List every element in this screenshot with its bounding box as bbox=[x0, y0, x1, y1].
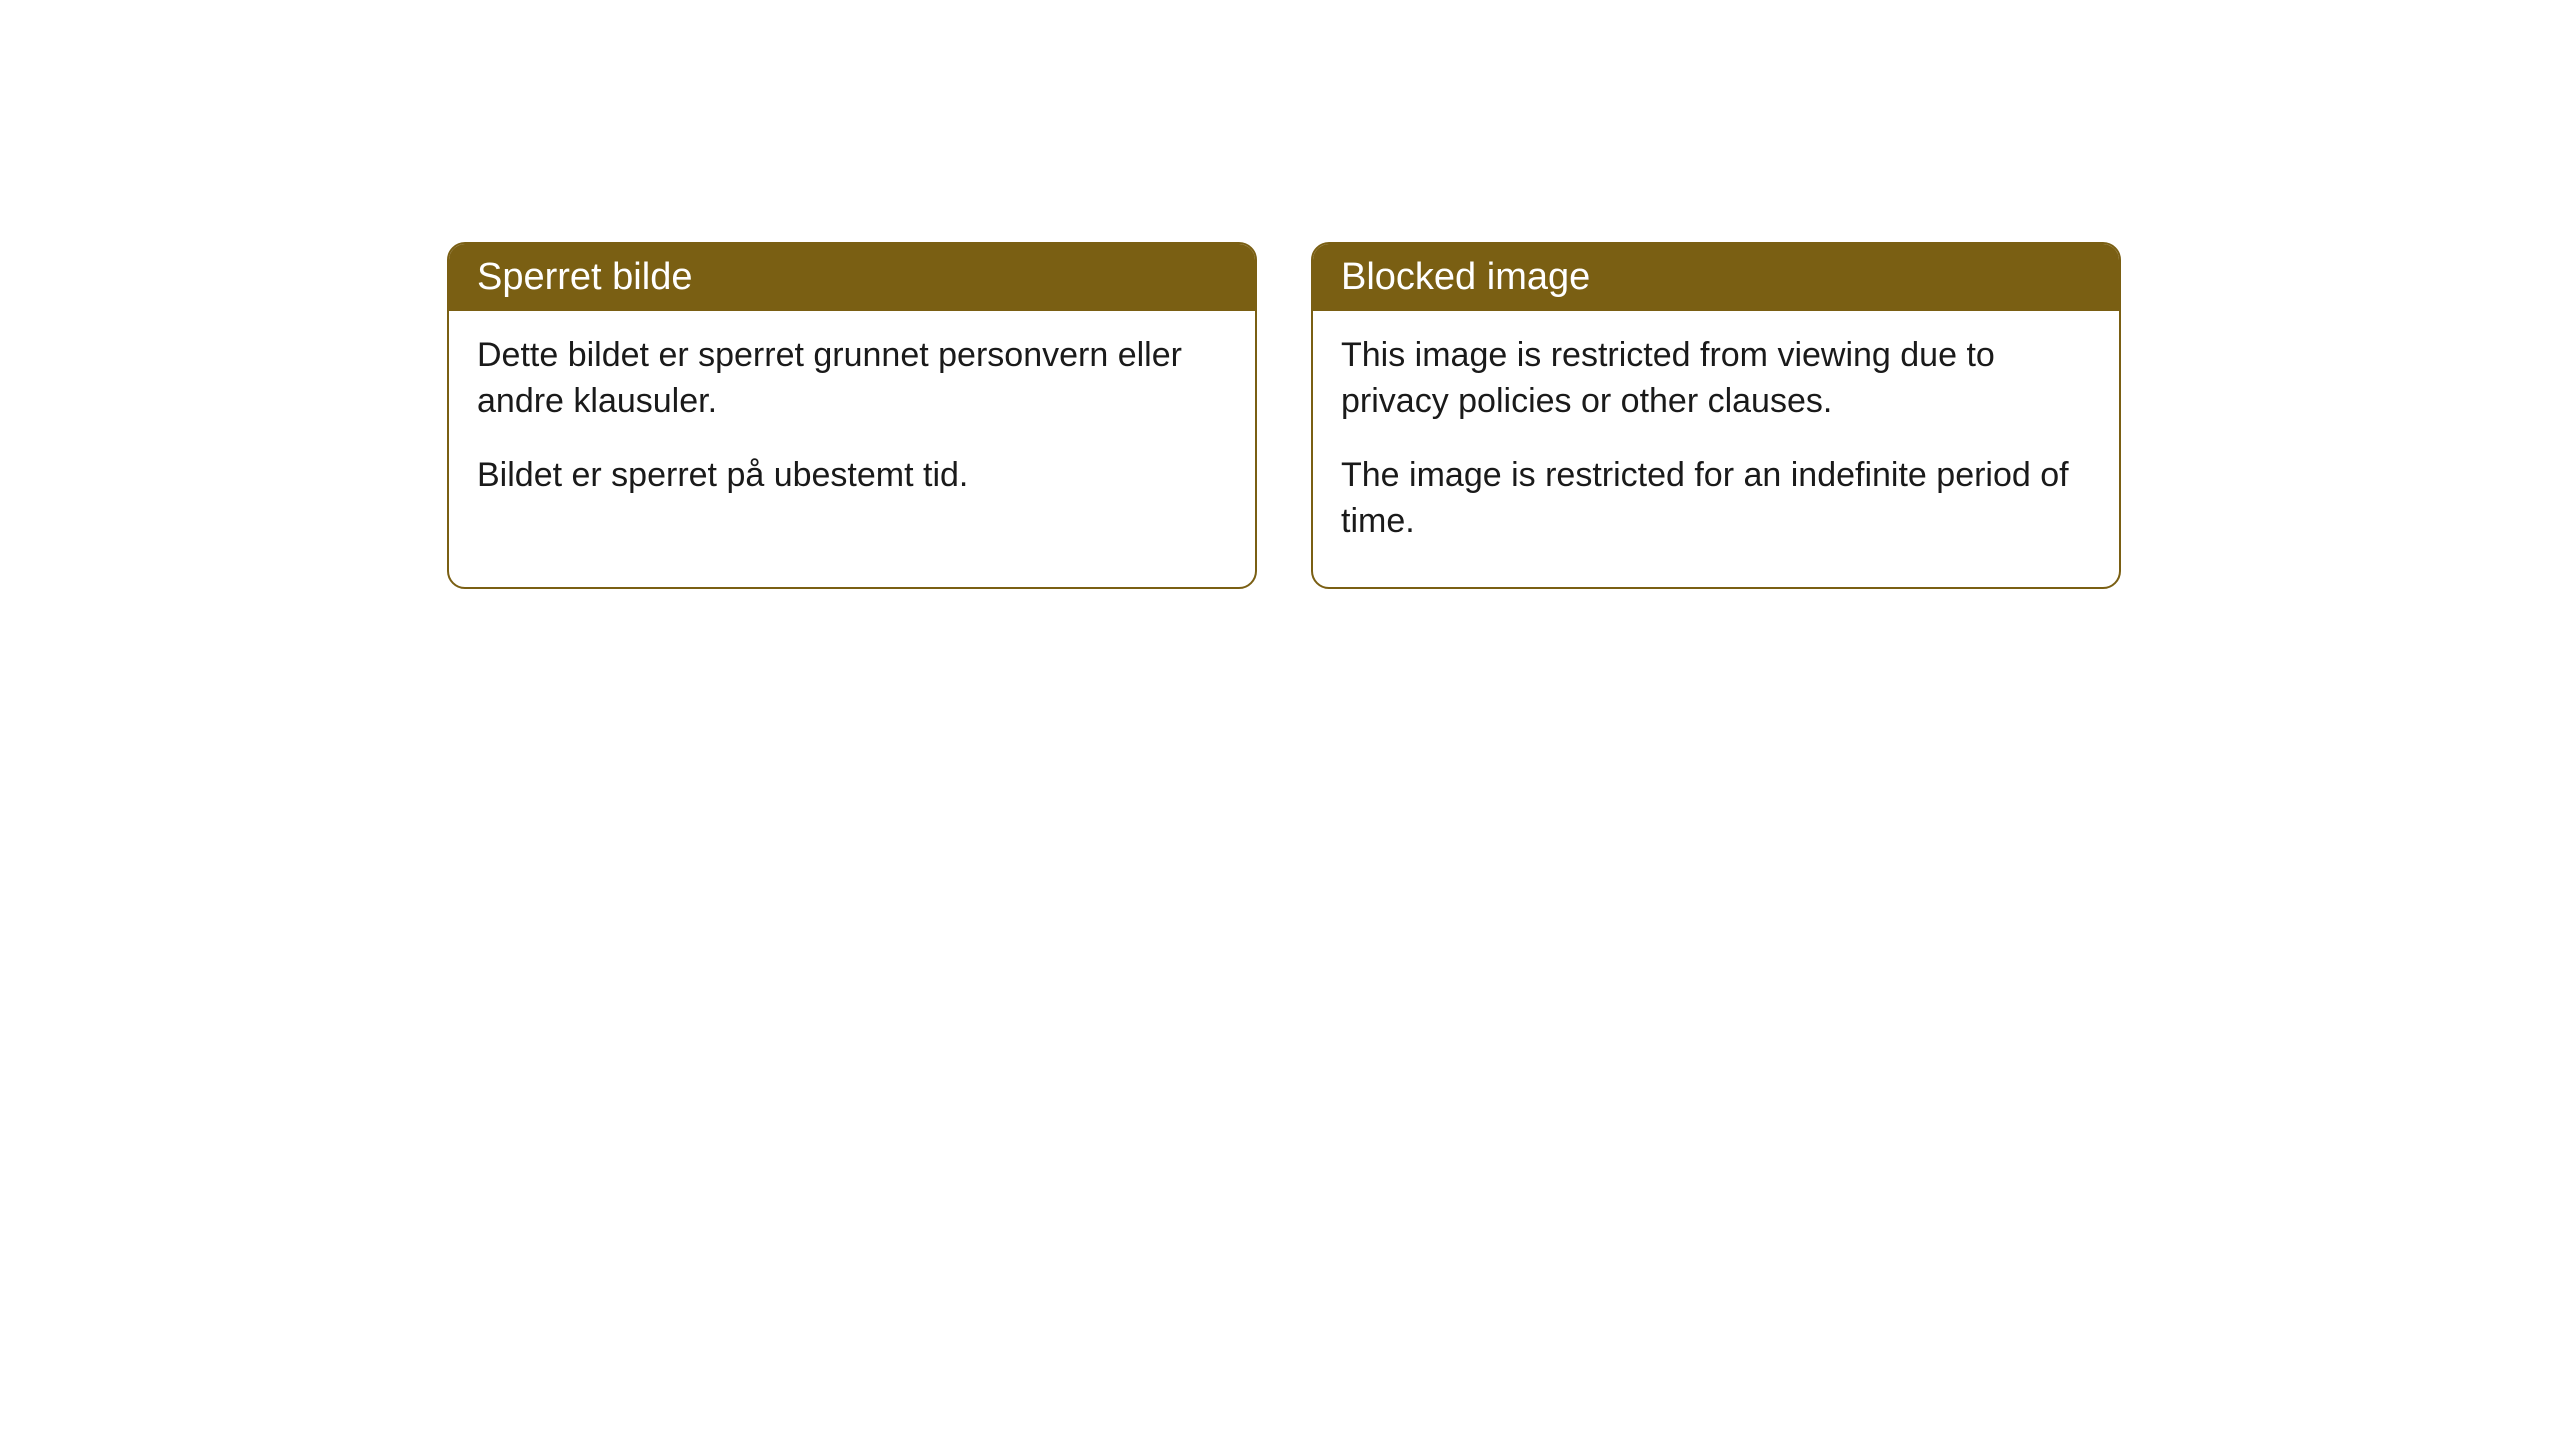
card-body: This image is restricted from viewing du… bbox=[1313, 311, 2119, 587]
card-paragraph: Bildet er sperret på ubestemt tid. bbox=[477, 453, 1227, 499]
notice-card-norwegian: Sperret bilde Dette bildet er sperret gr… bbox=[447, 242, 1257, 589]
card-paragraph: Dette bildet er sperret grunnet personve… bbox=[477, 333, 1227, 425]
card-body: Dette bildet er sperret grunnet personve… bbox=[449, 311, 1255, 541]
card-paragraph: This image is restricted from viewing du… bbox=[1341, 333, 2091, 425]
card-title: Blocked image bbox=[1341, 256, 1590, 298]
card-header: Sperret bilde bbox=[449, 244, 1255, 311]
notice-card-english: Blocked image This image is restricted f… bbox=[1311, 242, 2121, 589]
card-title: Sperret bilde bbox=[477, 256, 692, 298]
card-paragraph: The image is restricted for an indefinit… bbox=[1341, 453, 2091, 545]
notice-cards-container: Sperret bilde Dette bildet er sperret gr… bbox=[447, 242, 2121, 589]
card-header: Blocked image bbox=[1313, 244, 2119, 311]
